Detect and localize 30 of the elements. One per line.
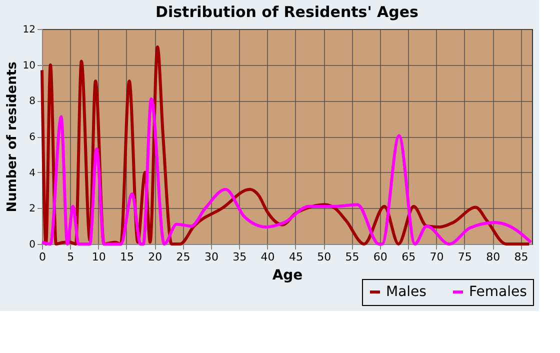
legend-label: Females — [469, 284, 527, 300]
y-tick-label: 12 — [22, 24, 36, 36]
y-tick-label: 10 — [22, 60, 36, 72]
y-tick-label: 4 — [29, 168, 36, 179]
x-tick-label: 10 — [92, 250, 106, 264]
x-tick-label: 0 — [39, 250, 46, 264]
x-tick-label: 45 — [288, 250, 303, 264]
x-tick-label: 30 — [204, 250, 218, 264]
x-tick-label: 70 — [430, 250, 444, 264]
x-tick-label: 50 — [317, 250, 332, 264]
x-tick-label: 40 — [260, 250, 275, 264]
x-tick-label: 15 — [120, 250, 134, 264]
x-tick-label: 5 — [67, 250, 74, 264]
x-tick-label: 85 — [514, 250, 528, 264]
y-tick-label: 8 — [29, 96, 36, 108]
x-tick-label: 80 — [486, 250, 500, 264]
y-axis-title: Number of residents — [4, 61, 20, 212]
x-tick-label: 75 — [458, 250, 472, 264]
x-tick-label: 20 — [148, 250, 162, 264]
y-tick-label: 2 — [29, 204, 36, 215]
x-tick-label: 35 — [232, 250, 247, 264]
y-tick-label: 0 — [29, 240, 36, 250]
x-tick-label: 65 — [402, 250, 416, 264]
x-tick-label: 25 — [176, 250, 190, 264]
x-tick-label: 60 — [373, 250, 388, 264]
x-axis-title: Age — [272, 268, 303, 284]
legend-label: Males — [386, 284, 426, 300]
y-tick-label: 6 — [29, 132, 36, 143]
chart-title: Distribution of Residents' Ages — [156, 3, 419, 21]
x-tick-label: 55 — [345, 250, 360, 264]
